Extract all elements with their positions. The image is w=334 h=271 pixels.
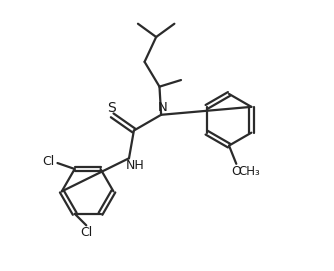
Text: Cl: Cl [80, 226, 93, 239]
Text: N: N [158, 101, 168, 114]
Text: O: O [231, 164, 241, 178]
Text: S: S [107, 101, 116, 115]
Text: Cl: Cl [42, 155, 54, 168]
Text: CH₃: CH₃ [238, 164, 260, 178]
Text: NH: NH [126, 159, 144, 172]
